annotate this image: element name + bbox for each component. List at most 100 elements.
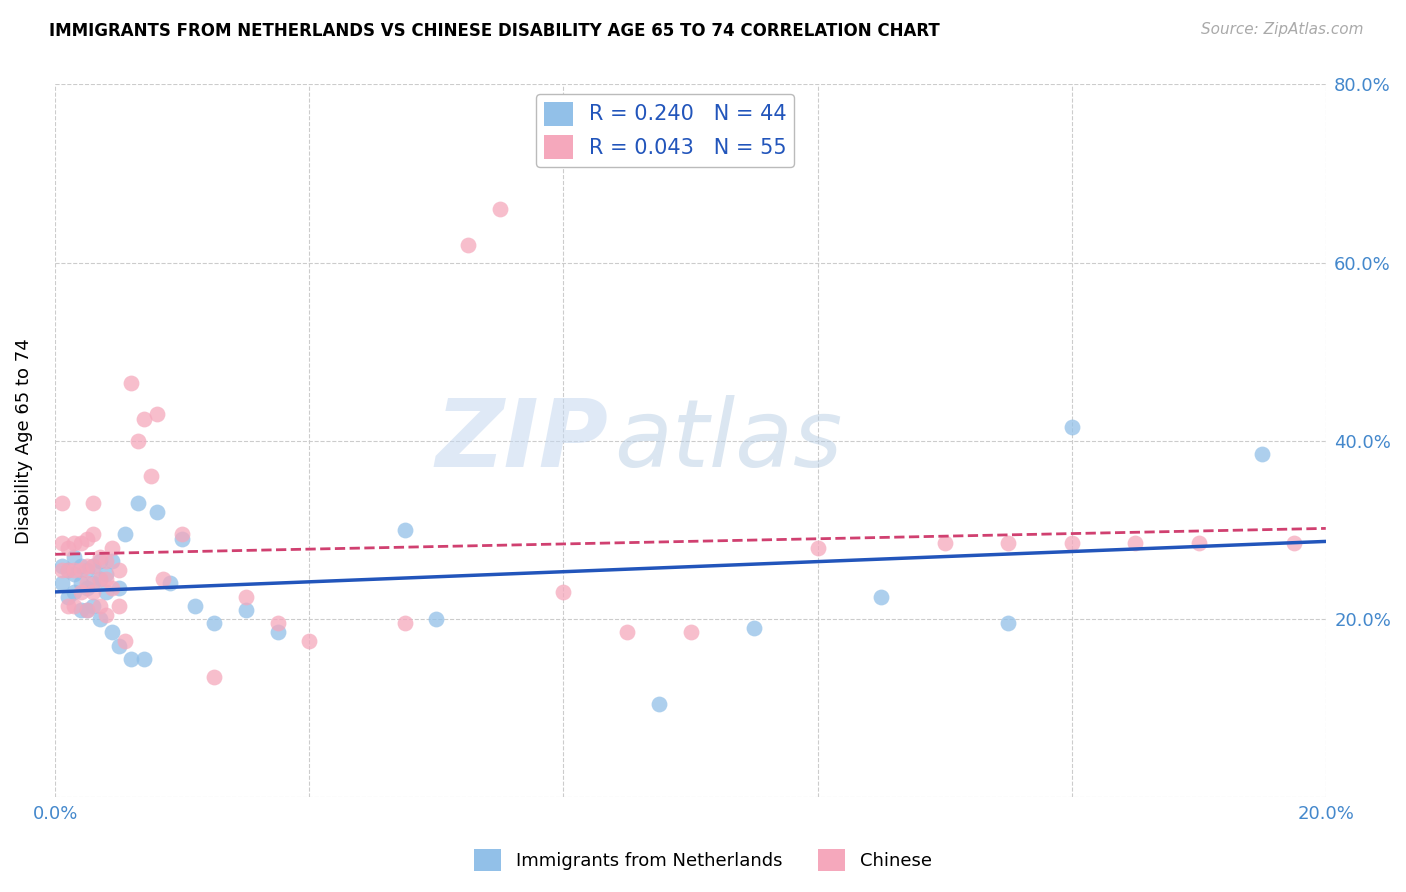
Point: [1060, 536, 1083, 550]
Point: [1282, 536, 1305, 550]
Point: [172, 532, 194, 546]
Point: [870, 590, 893, 604]
Point: [235, 603, 257, 617]
Y-axis label: Disability Age 65 to 74: Disability Age 65 to 74: [15, 338, 32, 543]
Point: [76, 558, 98, 573]
Point: [94, 567, 117, 582]
Point: [89, 612, 111, 626]
Point: [76, 532, 98, 546]
Point: [94, 607, 117, 622]
Point: [107, 563, 129, 577]
Point: [934, 536, 956, 550]
Point: [120, 652, 142, 666]
Point: [146, 407, 169, 421]
Point: [184, 599, 207, 613]
Text: ZIP: ZIP: [434, 395, 607, 487]
Point: [553, 585, 575, 599]
Point: [51, 536, 73, 550]
Point: [997, 536, 1019, 550]
Point: [89, 554, 111, 568]
Legend: Immigrants from Netherlands, Chinese: Immigrants from Netherlands, Chinese: [467, 842, 939, 879]
Point: [94, 554, 117, 568]
Point: [159, 576, 181, 591]
Point: [298, 634, 321, 648]
Point: [114, 527, 136, 541]
Point: [806, 541, 828, 555]
Point: [76, 603, 98, 617]
Point: [101, 625, 124, 640]
Text: IMMIGRANTS FROM NETHERLANDS VS CHINESE DISABILITY AGE 65 TO 74 CORRELATION CHART: IMMIGRANTS FROM NETHERLANDS VS CHINESE D…: [49, 22, 941, 40]
Point: [56, 541, 79, 555]
Point: [94, 585, 117, 599]
Point: [76, 576, 98, 591]
Point: [1123, 536, 1146, 550]
Point: [69, 558, 91, 573]
Point: [56, 599, 79, 613]
Point: [107, 581, 129, 595]
Point: [63, 585, 86, 599]
Point: [1188, 536, 1211, 550]
Point: [89, 549, 111, 564]
Point: [82, 558, 104, 573]
Point: [742, 621, 765, 635]
Point: [997, 616, 1019, 631]
Point: [266, 616, 288, 631]
Point: [51, 563, 73, 577]
Point: [172, 527, 194, 541]
Point: [69, 585, 91, 599]
Point: [82, 558, 104, 573]
Point: [82, 599, 104, 613]
Point: [89, 572, 111, 586]
Point: [134, 411, 156, 425]
Point: [63, 567, 86, 582]
Point: [1060, 420, 1083, 434]
Point: [82, 576, 104, 591]
Point: [69, 603, 91, 617]
Point: [648, 697, 671, 711]
Point: [457, 237, 479, 252]
Point: [107, 639, 129, 653]
Point: [89, 599, 111, 613]
Point: [146, 505, 169, 519]
Point: [425, 612, 447, 626]
Point: [394, 616, 416, 631]
Point: [101, 554, 124, 568]
Point: [266, 625, 288, 640]
Point: [76, 563, 98, 577]
Point: [139, 469, 162, 483]
Point: [202, 670, 225, 684]
Point: [202, 616, 225, 631]
Point: [82, 585, 104, 599]
Point: [114, 634, 136, 648]
Point: [101, 581, 124, 595]
Point: [235, 590, 257, 604]
Point: [69, 536, 91, 550]
Point: [679, 625, 702, 640]
Point: [56, 590, 79, 604]
Point: [152, 572, 174, 586]
Point: [101, 541, 124, 555]
Point: [69, 576, 91, 591]
Point: [82, 527, 104, 541]
Point: [51, 558, 73, 573]
Point: [76, 581, 98, 595]
Point: [56, 563, 79, 577]
Point: [69, 563, 91, 577]
Point: [120, 376, 142, 390]
Point: [63, 599, 86, 613]
Point: [394, 523, 416, 537]
Text: Source: ZipAtlas.com: Source: ZipAtlas.com: [1201, 22, 1364, 37]
Point: [51, 576, 73, 591]
Point: [76, 603, 98, 617]
Point: [63, 563, 86, 577]
Point: [63, 536, 86, 550]
Point: [51, 496, 73, 510]
Point: [63, 549, 86, 564]
Legend: R = 0.240   N = 44, R = 0.043   N = 55: R = 0.240 N = 44, R = 0.043 N = 55: [536, 95, 794, 167]
Point: [89, 572, 111, 586]
Point: [82, 496, 104, 510]
Point: [134, 652, 156, 666]
Text: atlas: atlas: [614, 395, 842, 486]
Point: [127, 434, 149, 448]
Point: [489, 202, 512, 216]
